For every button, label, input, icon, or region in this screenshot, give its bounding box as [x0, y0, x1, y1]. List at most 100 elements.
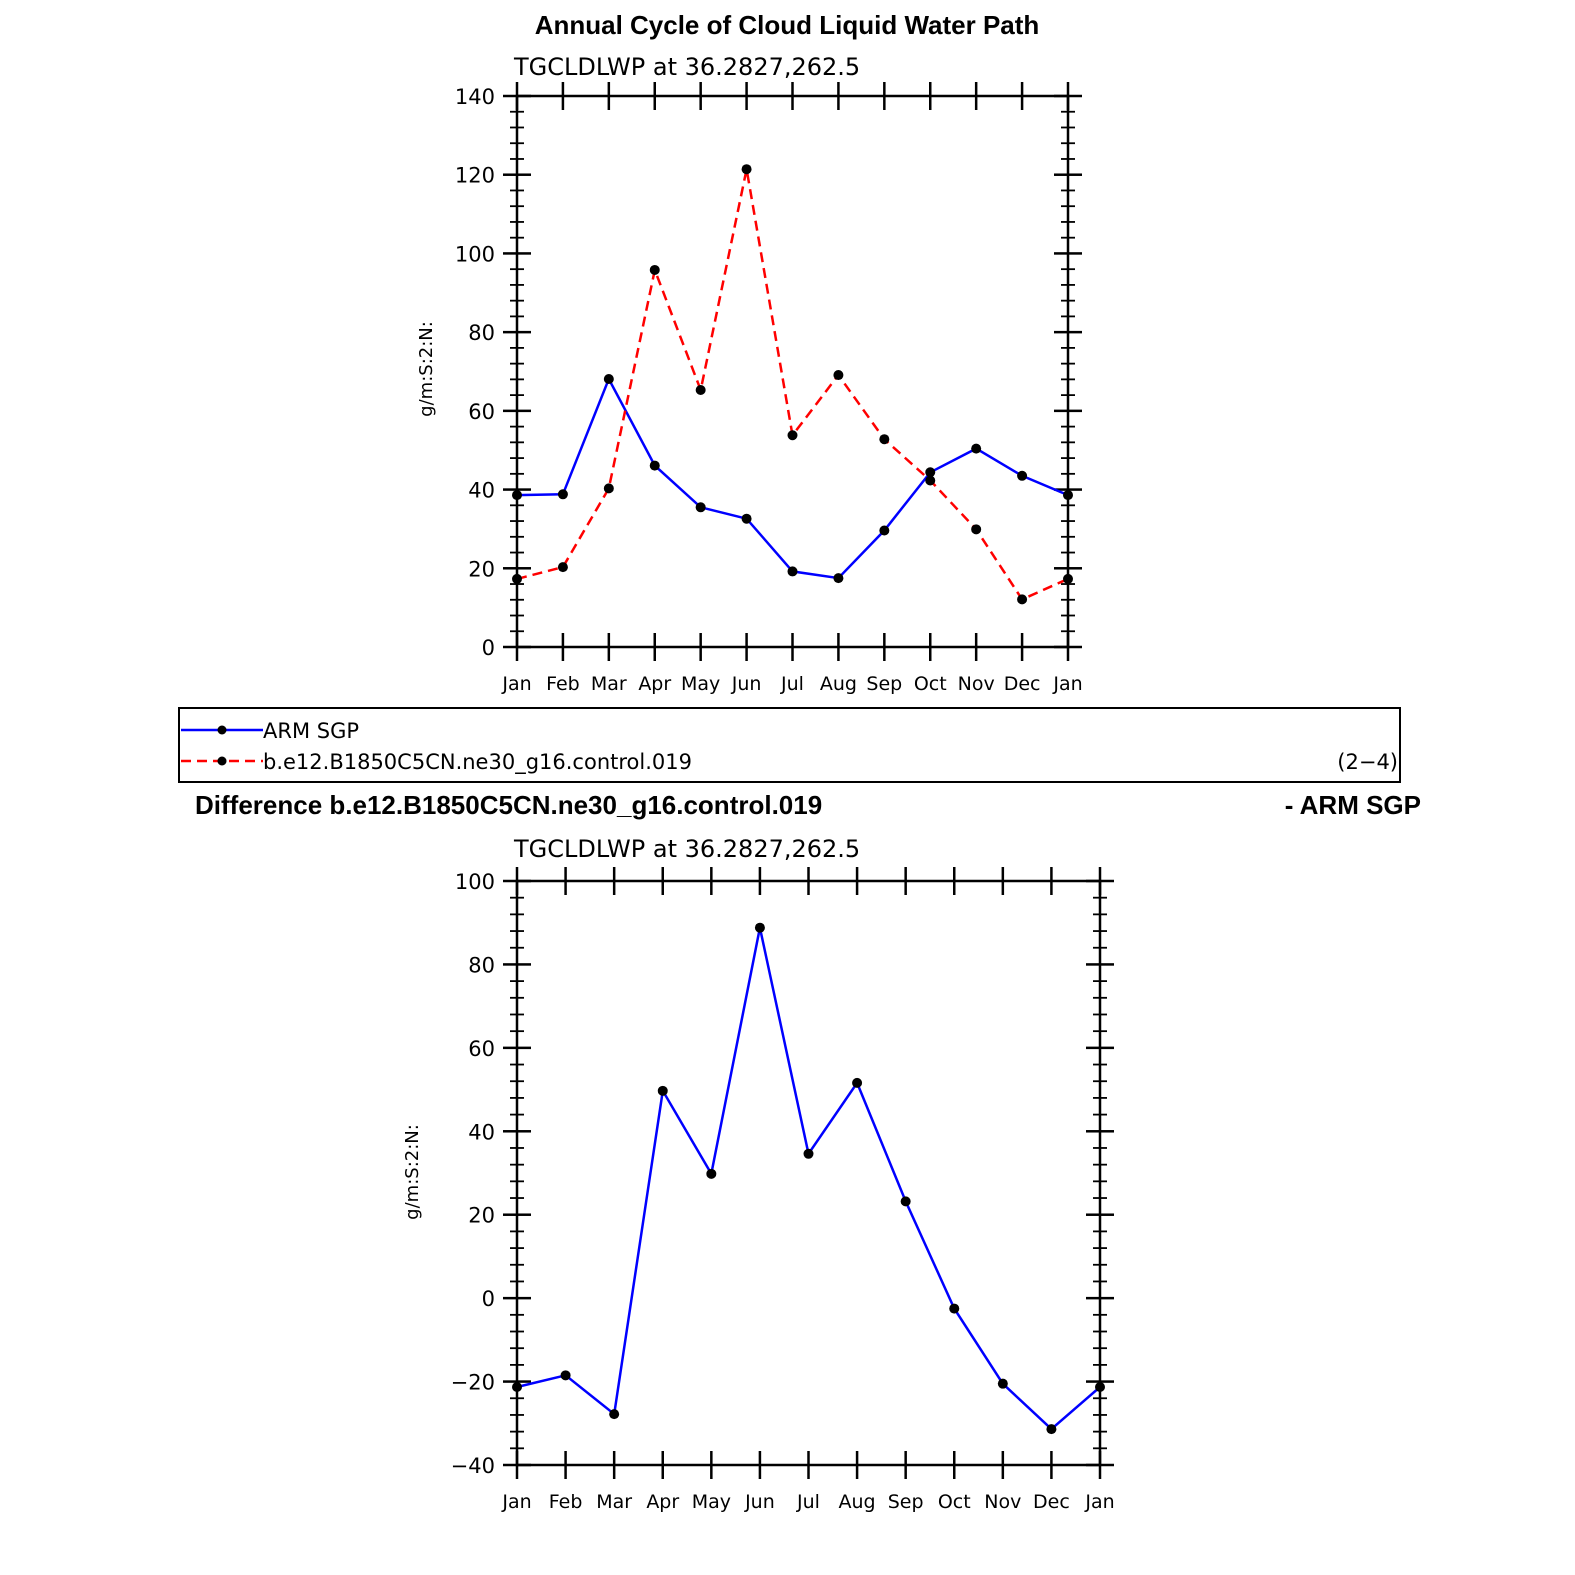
bottom-series-0-point: [512, 1381, 522, 1392]
bottom-series-0-point: [997, 1378, 1008, 1389]
bottom-xtick-label: Jan: [501, 1491, 531, 1513]
top-series-0-point: [1063, 490, 1073, 501]
top-series-1-point: [603, 483, 614, 494]
bottom-series-0-point: [1095, 1381, 1105, 1392]
top-chart-subtitle: TGCLDLWP at 36.2827,262.5: [513, 53, 860, 81]
bottom-chart-title-right: - ARM SGP: [1285, 790, 1421, 820]
top-plot-area: 0 20 40 60 80 100 120 140 Jan Feb Mar Apr May Jun Jul A…: [455, 82, 1083, 695]
bottom-ytick-label: 80: [468, 953, 495, 977]
bottom-series-0-point: [1046, 1424, 1057, 1435]
bottom-chart-ylabel: g/m:S:2:N:: [402, 1124, 423, 1220]
top-series-1-point: [879, 434, 890, 445]
top-ytick-label: 100: [455, 242, 495, 266]
panel-label: (2−4): [1337, 750, 1398, 774]
top-xtick-label: Sep: [866, 673, 902, 695]
bottom-series-0-point: [949, 1303, 960, 1314]
top-xtick-label: Mar: [591, 673, 627, 695]
top-xtick-label: Nov: [958, 673, 995, 695]
legend-label-arm-sgp: ARM SGP: [263, 719, 359, 743]
legend-box: [178, 707, 1401, 783]
top-xtick-label: Jun: [731, 673, 762, 695]
bottom-xtick-label: Feb: [549, 1491, 583, 1513]
top-series-0-point: [649, 460, 660, 471]
top-ytick-label: 120: [455, 164, 495, 188]
bottom-ytick-label: 0: [482, 1287, 495, 1311]
top-frame: [515, 94, 1070, 649]
top-series-0-point: [603, 373, 614, 384]
bottom-ytick-label: 60: [468, 1037, 495, 1061]
top-xtick-label: Oct: [914, 673, 947, 695]
top-xtick-label: Dec: [1004, 673, 1041, 695]
top-xtick-label: Apr: [638, 673, 671, 695]
top-chart-title: Annual Cycle of Cloud Liquid Water Path: [535, 10, 1040, 40]
top-ytick-label: 0: [482, 636, 495, 660]
bottom-series-0-point: [657, 1085, 668, 1096]
top-ytick-label: 80: [468, 321, 495, 345]
top-series-0-point: [787, 566, 798, 577]
bottom-series-0-point: [706, 1168, 717, 1179]
top-series-1-point: [741, 164, 752, 175]
bottom-ytick-label: −20: [451, 1371, 495, 1395]
bottom-ytick-label: 20: [468, 1204, 495, 1228]
bottom-series-0-point: [609, 1409, 620, 1420]
top-chart-ylabel: g/m:S:2:N:: [416, 321, 437, 417]
top-series-1-point: [512, 573, 522, 584]
bottom-xtick-label: Jun: [744, 1491, 775, 1513]
bottom-xtick-label: Apr: [646, 1491, 679, 1513]
top-series-0-point: [925, 467, 936, 478]
top-series-1-point: [695, 384, 706, 395]
top-xtick-label: Jul: [780, 673, 804, 695]
top-series-1-point: [925, 475, 936, 486]
bottom-series-0-point: [803, 1148, 814, 1159]
bottom-series-line-0: [516, 927, 1101, 1431]
top-series-0-point: [971, 443, 982, 454]
top-xtick-label: Feb: [546, 673, 580, 695]
bottom-xtick-label: Jul: [796, 1491, 820, 1513]
bottom-plot-area: −40 −20 0 20 40 60 80 100 Jan Feb Mar Apr May Jun Jul A…: [451, 867, 1115, 1513]
top-series-0-point: [512, 490, 522, 501]
top-series-0-point: [1017, 470, 1028, 481]
bottom-xtick-label: Sep: [888, 1491, 924, 1513]
top-ytick-label: 60: [468, 400, 495, 424]
top-series-0-point: [879, 525, 890, 536]
bottom-xtick-label: Aug: [839, 1491, 876, 1513]
bottom-series-0-point: [560, 1370, 571, 1381]
top-xtick-label: Aug: [820, 673, 857, 695]
top-series-1-point: [787, 430, 798, 441]
top-series-0-point: [833, 573, 844, 584]
top-ytick-label: 140: [455, 85, 495, 109]
bottom-series-0-point: [754, 922, 765, 933]
bottom-ytick-label: 40: [468, 1120, 495, 1144]
top-xtick-label: May: [681, 673, 720, 695]
bottom-chart-subtitle: TGCLDLWP at 36.2827,262.5: [513, 835, 860, 863]
bottom-xtick-label: Jan: [1084, 1491, 1114, 1513]
bottom-series-0-point: [900, 1196, 911, 1207]
legend-label-model: b.e12.B1850C5CN.ne30_g16.control.019: [263, 750, 692, 775]
top-ytick-label: 20: [468, 557, 495, 581]
top-series-1-point: [971, 524, 982, 535]
top-xtick-label: Jan: [501, 673, 531, 695]
top-series-0-point: [557, 489, 568, 500]
top-series-line-1: [516, 168, 1069, 601]
top-series-1-point: [557, 562, 568, 573]
top-series-1-point: [833, 370, 844, 381]
top-series-0-point: [695, 502, 706, 513]
top-xtick-label: Jan: [1052, 673, 1082, 695]
bottom-chart-title: Difference b.e12.B1850C5CN.ne30_g16.cont…: [195, 790, 822, 820]
bottom-series-0-point: [852, 1077, 863, 1088]
top-series-line-0: [516, 376, 1069, 580]
bottom-xtick-label: May: [692, 1491, 731, 1513]
bottom-ytick-label: 100: [455, 870, 495, 894]
legend-marker-model: [217, 756, 227, 766]
bottom-xtick-label: Mar: [596, 1491, 632, 1513]
top-ytick-label: 40: [468, 479, 495, 503]
top-series-0-point: [741, 513, 752, 524]
bottom-xtick-label: Nov: [984, 1491, 1021, 1513]
bottom-ytick-label: −40: [451, 1454, 495, 1478]
top-series-1-point: [649, 264, 660, 275]
bottom-xtick-label: Dec: [1033, 1491, 1070, 1513]
top-series-1-point: [1063, 573, 1073, 584]
top-series-1-point: [1017, 594, 1028, 605]
legend-marker-arm-sgp: [217, 725, 227, 735]
